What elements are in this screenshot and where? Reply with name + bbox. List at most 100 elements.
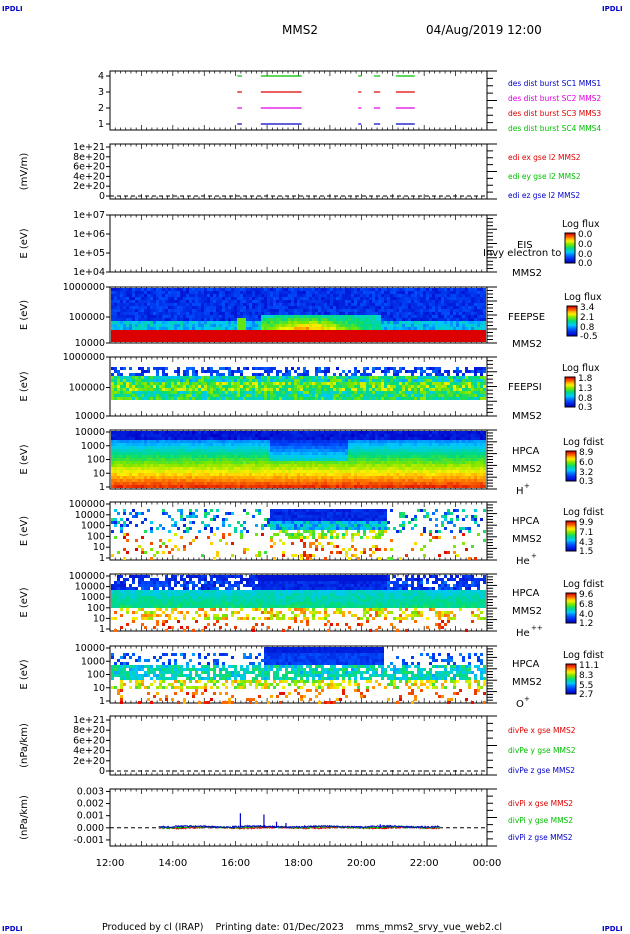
colorbar xyxy=(566,305,578,337)
heatmap-cell xyxy=(348,309,351,312)
heatmap-cell xyxy=(423,294,426,297)
heatmap-cell xyxy=(411,294,414,297)
heatmap-cell xyxy=(387,367,390,370)
heatmap-cell xyxy=(357,385,360,388)
heatmap-cell xyxy=(159,382,162,385)
heatmap-cell xyxy=(135,394,138,397)
heatmap-cell xyxy=(255,330,258,333)
heatmap-cell xyxy=(156,382,159,385)
heatmap-cell xyxy=(282,297,285,300)
heatmap-cell xyxy=(198,318,201,321)
heatmap-cell xyxy=(348,300,351,303)
heatmap-cell xyxy=(237,370,240,373)
heatmap-cell xyxy=(351,379,354,382)
heatmap-cell xyxy=(285,327,288,330)
heatmap-cell xyxy=(231,291,234,294)
heatmap-cell xyxy=(123,327,126,330)
heatmap-cell xyxy=(240,330,243,333)
heatmap-cell xyxy=(132,291,135,294)
heatmap-cell xyxy=(177,321,180,324)
heatmap-cell xyxy=(393,376,396,379)
heatmap-cell xyxy=(252,318,255,321)
heatmap-cell xyxy=(384,309,387,312)
heatmap-cell xyxy=(252,385,255,388)
heatmap-cell xyxy=(243,367,246,370)
heatmap-cell xyxy=(360,327,363,330)
heatmap-cell xyxy=(348,318,351,321)
heatmap-cell xyxy=(408,336,411,339)
heatmap-cell xyxy=(255,306,258,309)
heatmap-cell xyxy=(483,306,486,309)
heatmap-cell xyxy=(381,327,384,330)
heatmap-cell xyxy=(168,330,171,333)
heatmap-cell xyxy=(339,324,342,327)
heatmap-cell xyxy=(111,303,114,306)
heatmap-cell xyxy=(282,397,285,400)
y-tick-label: 1000000 xyxy=(63,282,105,293)
heatmap-cell xyxy=(132,391,135,394)
heatmap-cell xyxy=(174,397,177,400)
heatmap-cell xyxy=(315,394,318,397)
heatmap-cell xyxy=(270,324,273,327)
heatmap-cell xyxy=(333,379,336,382)
heatmap-cell xyxy=(300,291,303,294)
heatmap-cell xyxy=(201,327,204,330)
heatmap-cell xyxy=(387,336,390,339)
heatmap-cell xyxy=(288,391,291,394)
heatmap-cell xyxy=(174,288,177,291)
heatmap-cell xyxy=(123,385,126,388)
heatmap-cell xyxy=(129,315,132,318)
heatmap-cell xyxy=(447,330,450,333)
heatmap-cell xyxy=(312,385,315,388)
heatmap-cell xyxy=(381,370,384,373)
heatmap-cell xyxy=(432,294,435,297)
heatmap-cell xyxy=(336,306,339,309)
heatmap-cell xyxy=(375,379,378,382)
heatmap-cell xyxy=(291,336,294,339)
heatmap-cell xyxy=(441,291,444,294)
heatmap-cell xyxy=(387,306,390,309)
heatmap-cell xyxy=(282,318,285,321)
heatmap-cell xyxy=(114,370,117,373)
heatmap-cell xyxy=(369,394,372,397)
heatmap-cell xyxy=(279,300,282,303)
heatmap-cell xyxy=(414,333,417,336)
heatmap-cell xyxy=(135,397,138,400)
heatmap-cell xyxy=(294,300,297,303)
heatmap-cell xyxy=(321,306,324,309)
heatmap-cell xyxy=(411,324,414,327)
heatmap-cell xyxy=(405,288,408,291)
heatmap-cell xyxy=(255,367,258,370)
heatmap-cell xyxy=(378,339,381,342)
heatmap-cell xyxy=(261,382,264,385)
heatmap-cell xyxy=(480,294,483,297)
heatmap-cell xyxy=(264,333,267,336)
heatmap-cell xyxy=(306,291,309,294)
heatmap-cell xyxy=(144,318,147,321)
heatmap-cell xyxy=(267,370,270,373)
heatmap-cell xyxy=(219,379,222,382)
heatmap-cell xyxy=(387,312,390,315)
heatmap-cell xyxy=(450,312,453,315)
heatmap-cell xyxy=(264,339,267,342)
heatmap-cell xyxy=(138,306,141,309)
heatmap-cell xyxy=(297,391,300,394)
heatmap-cell xyxy=(261,288,264,291)
heatmap-cell xyxy=(180,288,183,291)
heatmap-cell xyxy=(450,291,453,294)
heatmap-cell xyxy=(369,303,372,306)
heatmap-cell xyxy=(396,327,399,330)
heatmap-cell xyxy=(249,327,252,330)
heatmap-cell xyxy=(420,294,423,297)
heatmap-cell xyxy=(387,297,390,300)
heatmap-cell xyxy=(150,336,153,339)
heatmap-cell xyxy=(294,388,297,391)
heatmap-cell xyxy=(366,315,369,318)
heatmap-cell xyxy=(480,288,483,291)
heatmap-cell xyxy=(150,291,153,294)
heatmap-cell xyxy=(225,339,228,342)
heatmap-cell xyxy=(435,324,438,327)
heatmap-cell xyxy=(303,324,306,327)
heatmap-cell xyxy=(258,291,261,294)
heatmap-cell xyxy=(276,388,279,391)
